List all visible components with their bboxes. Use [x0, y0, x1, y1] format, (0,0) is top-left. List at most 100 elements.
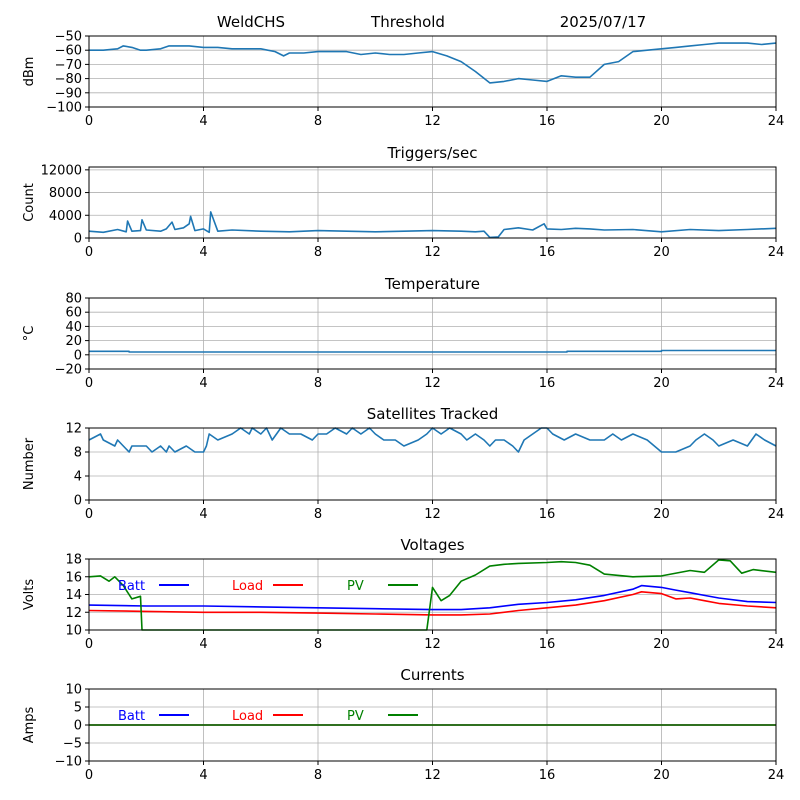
x-tick-label: 24 [768, 637, 785, 652]
subplot-5: 0 4 8 12 16 20 24 10 12 14 16 18 Voltages Volts Batt Lo… [22, 536, 784, 652]
y-tick-label: 0 [74, 719, 82, 734]
legend-label-load: Load [232, 709, 263, 724]
x-tick-label: 16 [539, 245, 556, 260]
y-axis-label: dBm [22, 57, 37, 87]
x-tick-label: 20 [653, 376, 670, 391]
y-axis-label: Volts [22, 579, 37, 611]
series-line [88, 211, 777, 239]
y-tick-label: 0 [74, 348, 82, 363]
x-tick-label: 4 [199, 245, 207, 260]
y-tick-label: 4000 [49, 209, 82, 224]
y-tick-label: 12 [65, 606, 82, 621]
y-tick-label: −20 [55, 363, 82, 378]
y-tick-label: 12000 [41, 163, 82, 178]
y-tick-label: 16 [65, 570, 82, 585]
y-tick-label: −5 [63, 737, 82, 752]
header-station: WeldCHS [217, 13, 285, 31]
y-axis-label: °C [22, 326, 37, 342]
subplot-title: Satellites Tracked [367, 405, 498, 423]
x-tick-label: 8 [314, 114, 322, 129]
series-line-batt [88, 584, 777, 611]
y-tick-label: −70 [55, 58, 82, 73]
y-axis-label: Amps [22, 706, 37, 743]
x-tick-label: 24 [768, 376, 785, 391]
x-tick-label: 0 [85, 768, 93, 783]
y-tick-label: 12 [65, 422, 82, 437]
x-tick-label: 24 [768, 507, 785, 522]
x-tick-label: 0 [85, 114, 93, 129]
x-tick-label: 20 [653, 637, 670, 652]
y-tick-label: 0 [74, 494, 82, 509]
x-tick-label: 16 [539, 507, 556, 522]
series-line [88, 427, 777, 453]
x-tick-label: 4 [199, 376, 207, 391]
subplot-title: Temperature [384, 275, 480, 293]
x-tick-label: 16 [539, 114, 556, 129]
x-tick-label: 24 [768, 114, 785, 129]
x-tick-label: 16 [539, 768, 556, 783]
x-tick-label: 4 [199, 768, 207, 783]
y-tick-label: 8 [74, 446, 82, 461]
y-tick-label: −80 [55, 72, 82, 87]
series-line [89, 349, 776, 353]
x-tick-label: 8 [314, 507, 322, 522]
legend-label-load: Load [232, 579, 263, 594]
x-tick-label: 12 [424, 114, 441, 129]
legend-label-pv: PV [347, 579, 364, 594]
y-tick-label: 80 [65, 292, 82, 307]
x-tick-label: 8 [314, 376, 322, 391]
x-tick-label: 24 [768, 768, 785, 783]
y-tick-label: 10 [65, 683, 82, 698]
x-tick-label: 4 [199, 114, 207, 129]
legend-label-batt: Batt [118, 579, 145, 594]
subplot-6: 0 4 8 12 16 20 24 −10 −5 0 5 10 Currents Amps Batt Load… [22, 666, 784, 783]
x-tick-label: 20 [653, 768, 670, 783]
y-tick-label: 10 [65, 624, 82, 639]
x-tick-label: 16 [539, 637, 556, 652]
x-tick-label: 20 [653, 114, 670, 129]
header-mode: Threshold [370, 13, 445, 31]
series-line [89, 42, 777, 84]
y-tick-label: −100 [46, 101, 82, 116]
y-tick-label: 5 [74, 701, 82, 716]
subplot-title: Voltages [400, 536, 464, 554]
y-tick-label: 20 [65, 334, 82, 349]
header-date: 2025/07/17 [560, 13, 646, 31]
y-axis-label: Number [22, 437, 37, 490]
subplot-4: 0 4 8 12 16 20 24 0 4 8 12 Satellites Tracked Number [22, 405, 784, 522]
y-tick-label: −90 [55, 86, 82, 101]
x-tick-label: 0 [85, 376, 93, 391]
subplot-title: Triggers/sec [387, 144, 478, 162]
legend-label-pv: PV [347, 709, 364, 724]
x-tick-label: 16 [539, 376, 556, 391]
series-line-pv [88, 559, 777, 631]
y-tick-label: 60 [65, 306, 82, 321]
y-tick-label: 18 [65, 553, 82, 568]
x-tick-label: 20 [653, 507, 670, 522]
y-tick-label: 8000 [49, 186, 82, 201]
x-tick-label: 20 [653, 245, 670, 260]
x-tick-label: 4 [199, 637, 207, 652]
subplot-1: 0 4 8 12 16 20 24 −100−90−80−70−60−50 dBm [22, 30, 784, 130]
x-tick-label: 12 [424, 376, 441, 391]
y-tick-label: 0 [74, 232, 82, 247]
x-tick-label: 12 [424, 768, 441, 783]
x-tick-label: 24 [768, 245, 785, 260]
x-tick-label: 8 [314, 245, 322, 260]
subplot-title: Currents [400, 666, 464, 684]
x-tick-label: 4 [199, 507, 207, 522]
y-tick-label: −50 [55, 30, 82, 45]
y-tick-label: −60 [55, 44, 82, 59]
x-tick-label: 12 [424, 245, 441, 260]
x-tick-label: 8 [314, 768, 322, 783]
series-line-load [88, 590, 777, 616]
x-tick-label: 0 [85, 245, 93, 260]
x-tick-label: 8 [314, 637, 322, 652]
x-tick-label: 12 [424, 507, 441, 522]
y-tick-label: 14 [65, 588, 82, 603]
y-tick-label: 4 [74, 470, 82, 485]
x-tick-label: 0 [85, 507, 93, 522]
y-tick-label: −10 [55, 755, 82, 770]
